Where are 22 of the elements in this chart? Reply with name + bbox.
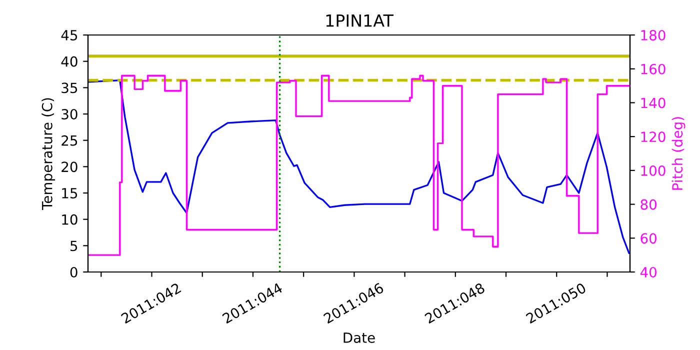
y-tick-label: 40: [61, 56, 78, 67]
x-axis-title: Date: [344, 332, 375, 343]
y2-tick-label: 80: [640, 199, 656, 210]
y-tick-label: 20: [62, 162, 78, 172]
y-tick-label: 45: [61, 30, 78, 40]
y-tick-label: 30: [62, 108, 78, 120]
y-tick-label: 25: [62, 135, 78, 146]
y-tick-label: 15: [62, 188, 78, 198]
y2-tick-label: 100: [641, 165, 666, 176]
y2-tick-label: 40: [640, 266, 656, 278]
y-tick-label: 5: [70, 240, 78, 252]
y2-tick-label: 120: [641, 132, 666, 142]
y2-axis-title: Pitch (deg): [672, 117, 686, 190]
y-tick-label: 10: [62, 214, 78, 225]
y-tick-label: 35: [62, 82, 78, 94]
y2-tick-label: 140: [641, 98, 666, 108]
y2-tick-label: 180: [641, 30, 666, 40]
y2-tick-label: 60: [640, 233, 656, 244]
y2-tick-label: 160: [641, 64, 666, 74]
y-axis-title: Temperature (C): [42, 98, 56, 210]
y-tick-label: 0: [70, 266, 78, 278]
chart-title: 1PIN1AT: [326, 14, 394, 27]
